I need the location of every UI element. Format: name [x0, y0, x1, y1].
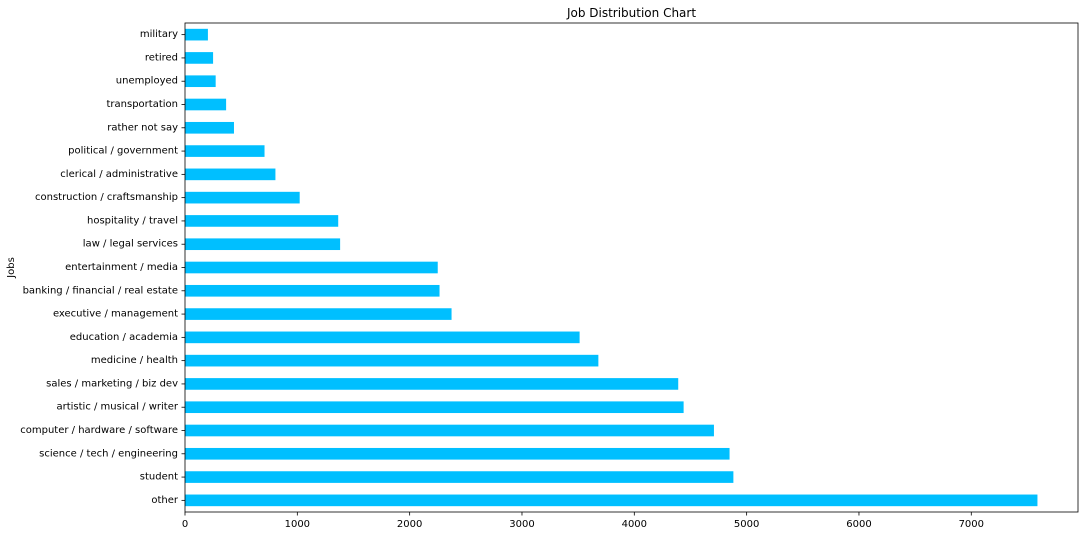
y-tick-label: entertainment / media	[65, 262, 178, 273]
x-tick-label: 5000	[734, 519, 759, 530]
y-tick-label: military	[140, 29, 178, 40]
x-axis-ticks: 0 1000 2000 3000 4000 5000 6000 7000	[182, 512, 984, 530]
y-axis-ticks: other student science / tech / engineering…	[20, 29, 185, 506]
bar	[185, 424, 714, 437]
y-tick-label: law / legal services	[83, 239, 178, 250]
bar	[185, 308, 452, 320]
bar	[185, 191, 300, 204]
y-tick-label: other	[151, 495, 179, 506]
x-tick-label: 3000	[509, 519, 534, 530]
y-tick-label: political / government	[68, 146, 178, 157]
x-tick-label: 1000	[285, 519, 310, 530]
y-tick-label: hospitality / travel	[87, 215, 178, 226]
chart-title: Job Distribution Chart	[566, 6, 696, 20]
y-tick-label: student	[140, 472, 178, 483]
y-tick-label: executive / management	[53, 309, 178, 320]
y-tick-label: sales / marketing / biz dev	[46, 378, 178, 389]
y-tick-label: clerical / administrative	[60, 169, 178, 180]
bar	[185, 98, 227, 111]
x-tick-label: 6000	[846, 519, 871, 530]
y-tick-label: banking / financial / real estate	[23, 285, 178, 296]
y-tick-label: unemployed	[116, 76, 178, 87]
bar	[185, 447, 730, 460]
bar	[185, 378, 679, 390]
plot-frame	[184, 22, 1079, 513]
y-tick-label: science / tech / engineering	[39, 448, 178, 459]
x-tick-label: 0	[182, 519, 188, 530]
y-axis-label: Jobs	[6, 257, 17, 279]
bar	[185, 401, 684, 414]
y-tick-label: construction / craftsmanship	[35, 192, 178, 203]
bar	[185, 284, 440, 297]
bar	[185, 121, 234, 134]
y-tick-label: rather not say	[107, 122, 178, 133]
bar	[185, 215, 339, 227]
bar	[185, 52, 214, 64]
x-tick-label: 7000	[959, 519, 984, 530]
bar	[185, 494, 1038, 507]
bar	[185, 331, 580, 344]
y-tick-label: medicine / health	[91, 355, 178, 366]
bar	[185, 145, 265, 157]
bar	[185, 261, 438, 274]
x-tick-label: 2000	[397, 519, 422, 530]
bar	[185, 471, 734, 483]
bar	[185, 354, 599, 367]
bars-group	[185, 28, 1038, 507]
y-tick-label: education / academia	[70, 332, 178, 343]
y-tick-label: computer / hardware / software	[20, 425, 178, 436]
x-tick-label: 4000	[622, 519, 647, 530]
y-tick-label: transportation	[107, 99, 179, 110]
bar	[185, 168, 276, 181]
y-tick-label: artistic / musical / writer	[56, 402, 178, 413]
bar	[185, 75, 216, 88]
bar	[185, 28, 208, 41]
bar	[185, 238, 341, 251]
y-tick-label: retired	[145, 52, 178, 63]
